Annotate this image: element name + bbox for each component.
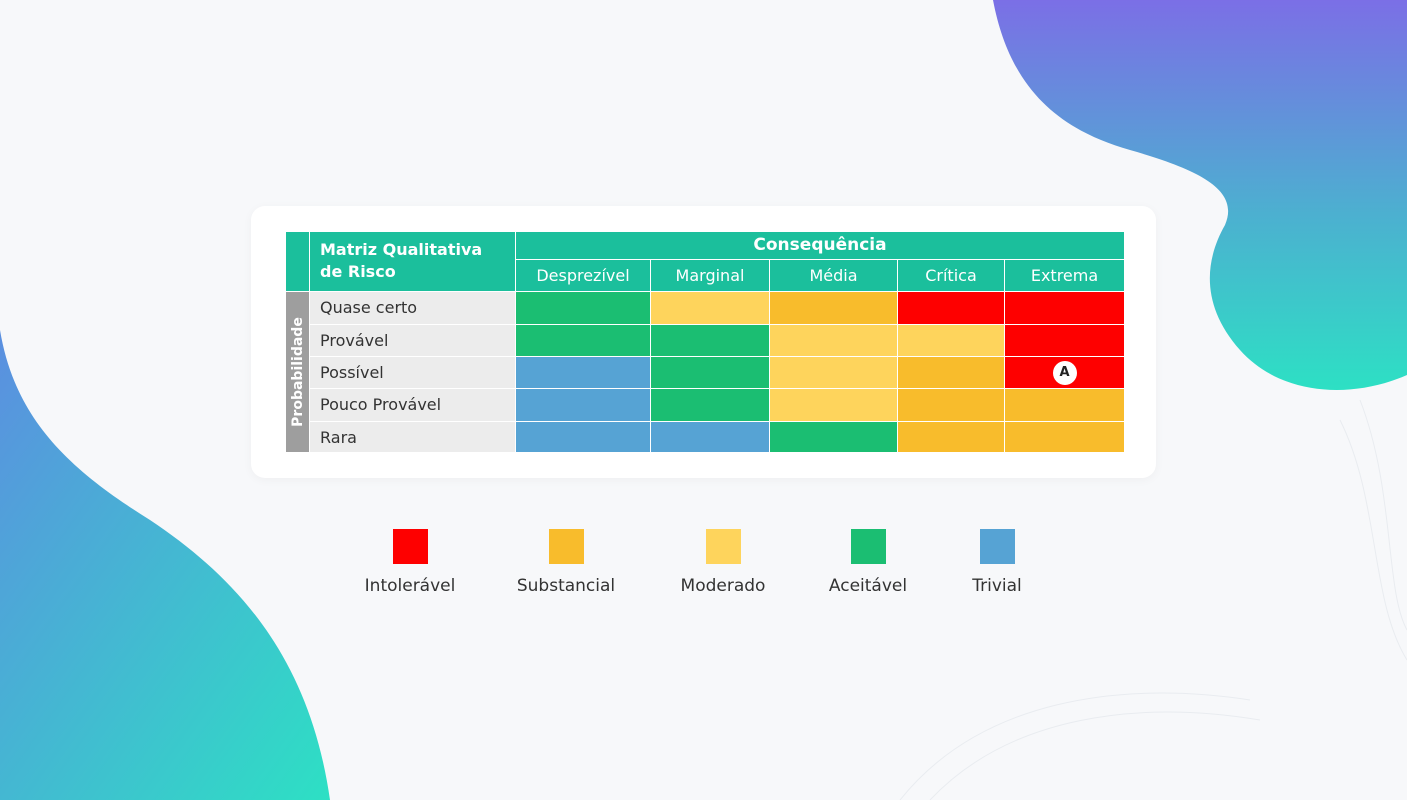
consequence-title: Consequência bbox=[516, 232, 1124, 259]
matrix-title: Matriz Qualitativa de Risco bbox=[310, 232, 515, 291]
column-header-media: Média bbox=[770, 260, 897, 291]
row-header: Quase certo bbox=[310, 292, 515, 324]
legend: Intolerável Substancial Moderado Aceitável T… bbox=[0, 529, 1407, 609]
legend-item-aceitavel: Aceitável bbox=[798, 529, 938, 596]
matrix-cell-intoleravel bbox=[1005, 292, 1124, 324]
matrix-cell-moderado bbox=[651, 292, 769, 324]
legend-item-moderado: Moderado bbox=[653, 529, 793, 596]
legend-item-substancial: Substancial bbox=[496, 529, 636, 596]
bottom-left-blob bbox=[0, 330, 330, 800]
row-header: Provável bbox=[310, 325, 515, 356]
column-header-marginal: Marginal bbox=[651, 260, 769, 291]
legend-item-trivial: Trivial bbox=[927, 529, 1067, 596]
matrix-cell-substancial bbox=[1005, 389, 1124, 421]
risk-matrix: Matriz Qualitativa de Risco Consequência… bbox=[286, 232, 1124, 452]
matrix-cell-substancial bbox=[898, 422, 1004, 452]
legend-item-intoleravel: Intolerável bbox=[340, 529, 480, 596]
column-header-extrema: Extrema bbox=[1005, 260, 1124, 291]
legend-swatch bbox=[548, 529, 584, 564]
matrix-cell-moderado bbox=[770, 357, 897, 388]
matrix-cell-trivial bbox=[651, 422, 769, 452]
matrix-cell-aceitavel bbox=[651, 389, 769, 421]
probability-title: Probabilidade bbox=[289, 317, 306, 427]
legend-label: Substancial bbox=[516, 576, 616, 596]
row-header: Rara bbox=[310, 422, 515, 452]
legend-swatch bbox=[850, 529, 886, 564]
column-header-desprezivel: Desprezível bbox=[516, 260, 650, 291]
matrix-cell-substancial bbox=[1005, 422, 1124, 452]
background-lines bbox=[899, 399, 1407, 800]
matrix-cell-trivial bbox=[516, 422, 650, 452]
top-right-blob bbox=[993, 0, 1407, 390]
legend-swatch bbox=[979, 529, 1015, 564]
legend-label: Aceitável bbox=[828, 576, 908, 596]
row-header: Pouco Provável bbox=[310, 389, 515, 421]
matrix-cell-aceitavel bbox=[516, 292, 650, 324]
matrix-cell-aceitavel bbox=[516, 325, 650, 356]
probability-axis: Probabilidade bbox=[286, 292, 309, 452]
risk-marker: A bbox=[1052, 360, 1077, 385]
matrix-cell-aceitavel bbox=[770, 422, 897, 452]
matrix-cell-intoleravel: A bbox=[1005, 357, 1124, 388]
matrix-cell-trivial bbox=[516, 357, 650, 388]
matrix-cell-intoleravel bbox=[1005, 325, 1124, 356]
matrix-cell-trivial bbox=[516, 389, 650, 421]
matrix-cell-substancial bbox=[770, 292, 897, 324]
legend-swatch bbox=[392, 529, 428, 564]
matrix-cell-moderado bbox=[770, 389, 897, 421]
matrix-cell-substancial bbox=[898, 357, 1004, 388]
header-spacer bbox=[286, 232, 309, 291]
legend-swatch bbox=[705, 529, 741, 564]
matrix-cell-substancial bbox=[898, 389, 1004, 421]
legend-label: Intolerável bbox=[364, 576, 456, 596]
legend-label: Trivial bbox=[972, 576, 1022, 596]
column-header-critica: Crítica bbox=[898, 260, 1004, 291]
legend-label: Moderado bbox=[680, 576, 766, 596]
matrix-cell-aceitavel bbox=[651, 357, 769, 388]
row-header: Possível bbox=[310, 357, 515, 388]
matrix-cell-moderado bbox=[898, 325, 1004, 356]
matrix-cell-aceitavel bbox=[651, 325, 769, 356]
matrix-cell-intoleravel bbox=[898, 292, 1004, 324]
matrix-cell-moderado bbox=[770, 325, 897, 356]
